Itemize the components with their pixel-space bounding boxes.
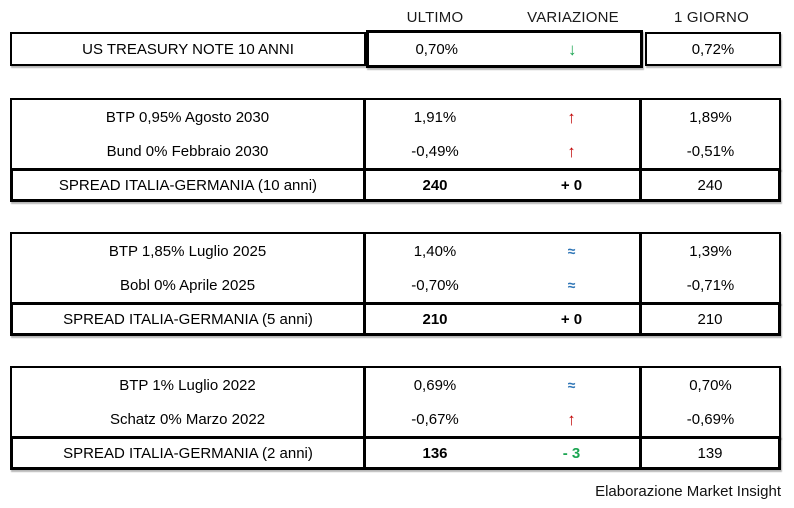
- instrument-label: BTP 0,95% Agosto 2030: [12, 100, 366, 134]
- table-row: Schatz 0% Marzo 2022 -0,67% ↑ -0,69%: [12, 402, 779, 436]
- ultimo-variazione-box: 0,70% ↓: [366, 30, 643, 68]
- instrument-label: BTP 1% Luglio 2022: [12, 368, 366, 402]
- instrument-label: Bund 0% Febbraio 2030: [12, 134, 366, 168]
- instrument-label: US TREASURY NOTE 10 ANNI: [10, 32, 366, 66]
- spread-label: SPREAD ITALIA-GERMANIA (5 anni): [13, 305, 366, 333]
- giorno-value: 1,89%: [689, 108, 732, 126]
- up-arrow-icon: ↑: [567, 107, 576, 127]
- instrument-label: Bobl 0% Aprile 2025: [12, 268, 366, 302]
- variazione-cell: ↑: [504, 100, 642, 134]
- ultimo-value: -0,49%: [411, 142, 459, 160]
- ultimo-value: 0,70%: [415, 40, 459, 58]
- up-arrow-icon: ↑: [567, 141, 576, 161]
- spread-variazione-value: + 0: [504, 171, 642, 199]
- ultimo-value: 1,40%: [413, 242, 457, 260]
- instrument-label: BTP 1,85% Luglio 2025: [12, 234, 366, 268]
- giorno-value: 0,72%: [645, 32, 781, 66]
- spread-block-2-anni: BTP 1% Luglio 2022 0,69% ≈ 0,70% Schatz …: [10, 366, 781, 470]
- spread-row: SPREAD ITALIA-GERMANIA (10 anni) 240 + 0…: [13, 171, 778, 199]
- spread-variazione-value: - 3: [504, 439, 642, 467]
- spread-box: SPREAD ITALIA-GERMANIA (10 anni) 240 + 0…: [10, 168, 781, 202]
- ultimo-value: -0,67%: [411, 410, 459, 428]
- spread-giorno-value: 210: [697, 310, 723, 328]
- variazione-cell: ↓: [505, 33, 641, 65]
- giorno-value: 1,39%: [689, 242, 732, 260]
- spread-box: SPREAD ITALIA-GERMANIA (5 anni) 210 + 0 …: [10, 302, 781, 336]
- up-arrow-icon: ↑: [567, 409, 576, 429]
- spread-box: SPREAD ITALIA-GERMANIA (2 anni) 136 - 3 …: [10, 436, 781, 470]
- spread-block-10-anni: BTP 0,95% Agosto 2030 1,91% ↑ 1,89% Bund…: [10, 98, 781, 202]
- column-headers: ULTIMO VARIAZIONE 1 GIORNO: [10, 6, 781, 28]
- approx-icon: ≈: [567, 243, 576, 259]
- giorno-value: -0,71%: [686, 276, 735, 294]
- column-header-variazione: VARIAZIONE: [527, 8, 619, 26]
- spread-giorno-value: 240: [697, 176, 723, 194]
- table-row: BTP 1% Luglio 2022 0,69% ≈ 0,70%: [12, 368, 779, 402]
- spread-block-5-anni: BTP 1,85% Luglio 2025 1,40% ≈ 1,39% Bobl…: [10, 232, 781, 336]
- column-header-giorno: 1 GIORNO: [674, 8, 749, 26]
- ultimo-value: -0,70%: [411, 276, 459, 294]
- spread-ultimo-value: 240: [422, 176, 448, 194]
- giorno-value: 0,70%: [689, 376, 732, 394]
- table-row: Bund 0% Febbraio 2030 -0,49% ↑ -0,51%: [12, 134, 779, 168]
- table-row: BTP 1,85% Luglio 2025 1,40% ≈ 1,39%: [12, 234, 779, 268]
- variazione-cell: ↑: [504, 402, 642, 436]
- variazione-cell: ≈: [504, 368, 642, 402]
- bonds-box: BTP 0,95% Agosto 2030 1,91% ↑ 1,89% Bund…: [10, 98, 781, 170]
- spread-label: SPREAD ITALIA-GERMANIA (10 anni): [13, 171, 366, 199]
- table-row: Bobl 0% Aprile 2025 -0,70% ≈ -0,71%: [12, 268, 779, 302]
- spread-giorno-value: 139: [697, 444, 723, 462]
- down-arrow-icon: ↓: [568, 39, 577, 59]
- giorno-value: -0,51%: [686, 142, 735, 160]
- spread-label: SPREAD ITALIA-GERMANIA (2 anni): [13, 439, 366, 467]
- approx-icon: ≈: [567, 377, 576, 393]
- variazione-cell: ↑: [504, 134, 642, 168]
- source-credit: Elaborazione Market Insight: [595, 483, 781, 500]
- us-treasury-row: US TREASURY NOTE 10 ANNI 0,70% ↓ 0,72%: [10, 30, 781, 68]
- ultimo-value: 0,69%: [413, 376, 457, 394]
- variazione-cell: ≈: [504, 234, 642, 268]
- approx-icon: ≈: [567, 277, 576, 293]
- spread-ultimo-value: 210: [422, 310, 448, 328]
- table-row: BTP 0,95% Agosto 2030 1,91% ↑ 1,89%: [12, 100, 779, 134]
- spread-row: SPREAD ITALIA-GERMANIA (5 anni) 210 + 0 …: [13, 305, 778, 333]
- spread-row: SPREAD ITALIA-GERMANIA (2 anni) 136 - 3 …: [13, 439, 778, 467]
- column-header-ultimo: ULTIMO: [406, 8, 464, 26]
- variazione-cell: ≈: [504, 268, 642, 302]
- ultimo-value: 1,91%: [413, 108, 457, 126]
- giorno-value: -0,69%: [686, 410, 735, 428]
- bonds-box: BTP 1,85% Luglio 2025 1,40% ≈ 1,39% Bobl…: [10, 232, 781, 304]
- instrument-label: Schatz 0% Marzo 2022: [12, 402, 366, 436]
- spread-ultimo-value: 136: [422, 444, 448, 462]
- spread-variazione-value: + 0: [504, 305, 642, 333]
- bonds-box: BTP 1% Luglio 2022 0,69% ≈ 0,70% Schatz …: [10, 366, 781, 438]
